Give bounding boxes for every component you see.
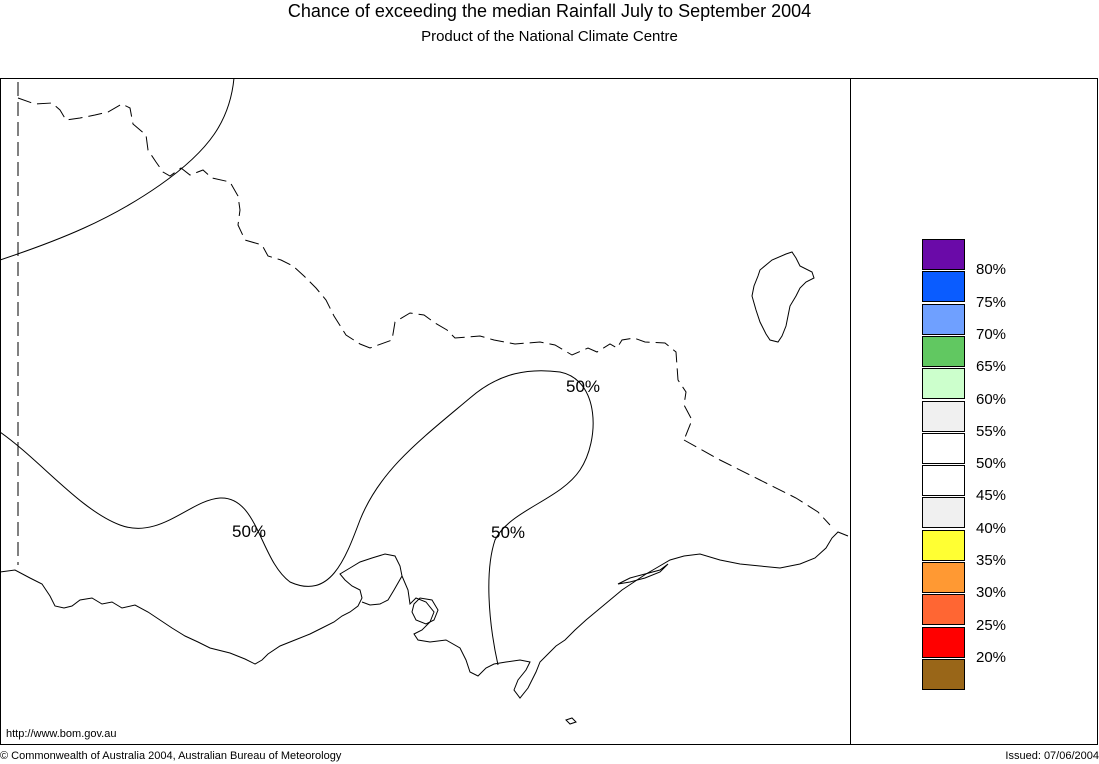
map-panel: 50% 50% 50% bbox=[0, 78, 1098, 745]
source-url: http://www.bom.gov.au bbox=[6, 728, 117, 740]
legend-label: 25% bbox=[976, 616, 1007, 634]
legend-label: 80% bbox=[976, 261, 1007, 279]
legend-swatch bbox=[922, 368, 965, 400]
legend-label: 35% bbox=[976, 552, 1007, 569]
legend-swatch bbox=[922, 239, 965, 270]
legend-swatch bbox=[922, 497, 965, 529]
port-phillip-bay bbox=[401, 531, 849, 699]
map-title: Chance of exceeding the median Rainfall … bbox=[287, 1, 812, 21]
legend-swatch bbox=[922, 594, 965, 626]
copyright-note: © Commonwealth of Australia 2004, Austra… bbox=[0, 750, 342, 762]
legend-label: 75% bbox=[976, 293, 1007, 311]
map-subtitle: Product of the National Climate Centre bbox=[421, 28, 678, 45]
coast-border-east bbox=[683, 439, 831, 526]
legend-label: 30% bbox=[976, 584, 1007, 602]
legend-swatch bbox=[922, 335, 965, 367]
legend-swatch bbox=[922, 465, 965, 497]
tasman-island-shape bbox=[751, 251, 815, 343]
legend-label: 65% bbox=[976, 358, 1007, 376]
nsw-border bbox=[17, 97, 693, 441]
legend-label: 70% bbox=[976, 325, 1007, 343]
map-frame bbox=[0, 78, 1098, 745]
legend-label: 50% bbox=[976, 455, 1007, 473]
contour-lines bbox=[0, 78, 594, 666]
legend-swatch bbox=[922, 303, 965, 335]
contour-label-3: 50% bbox=[491, 523, 525, 542]
legend-label: 60% bbox=[976, 390, 1007, 408]
wilsons-promontory bbox=[565, 717, 577, 725]
issued-date: Issued: 07/06/2004 bbox=[1005, 750, 1099, 762]
legend-swatch bbox=[922, 658, 965, 690]
legend-label: 40% bbox=[976, 519, 1007, 537]
legend-swatch bbox=[922, 529, 965, 561]
western-port-island bbox=[411, 597, 439, 625]
legend-swatch bbox=[922, 626, 965, 658]
gippsland-lakes bbox=[617, 563, 669, 585]
coastlines bbox=[0, 251, 849, 725]
legend-label: 45% bbox=[976, 487, 1007, 505]
legend-swatch bbox=[922, 400, 965, 432]
legend-swatch bbox=[922, 432, 965, 464]
legend-label: 55% bbox=[976, 422, 1007, 440]
state-borders bbox=[17, 82, 831, 565]
contour-central bbox=[0, 370, 594, 666]
legend-swatch bbox=[922, 562, 965, 593]
contour-label-1: 50% bbox=[566, 377, 600, 396]
legend-label: 20% bbox=[976, 648, 1007, 666]
victoria-coast bbox=[0, 553, 403, 665]
contour-north bbox=[0, 78, 235, 261]
legend-swatch bbox=[922, 271, 965, 303]
contour-label-2: 50% bbox=[232, 522, 266, 541]
